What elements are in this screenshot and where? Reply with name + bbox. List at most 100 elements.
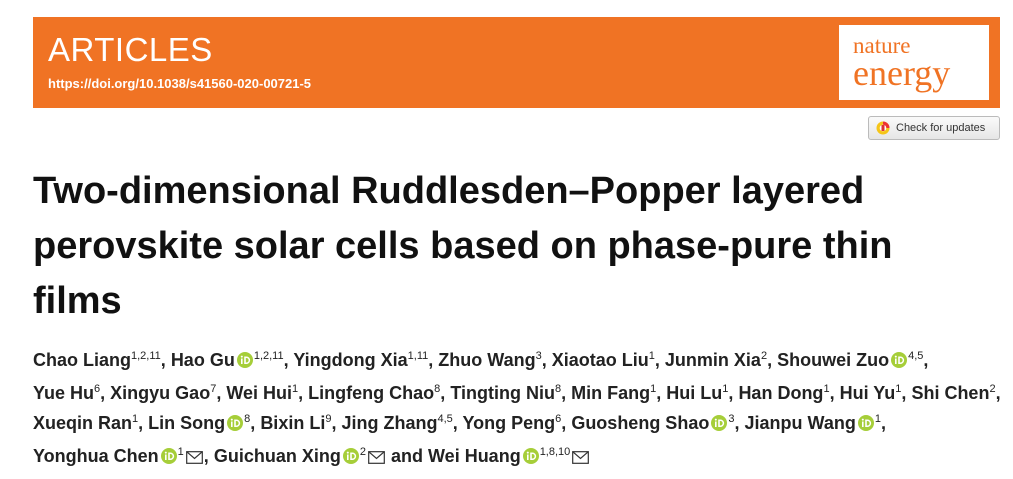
affiliation: 2 (359, 445, 366, 458)
separator: , (250, 413, 256, 433)
check-updates-button[interactable]: Check for updates (868, 116, 1000, 140)
author-name[interactable]: Hao Gu (170, 350, 235, 370)
email-icon[interactable] (368, 448, 385, 468)
affiliation: 1 (292, 382, 299, 395)
separator: , (440, 382, 446, 403)
author-name[interactable]: Han Dong (738, 382, 824, 403)
affiliation: 1 (648, 350, 655, 362)
orcid-icon[interactable] (857, 415, 874, 435)
affiliation: 6 (94, 382, 101, 395)
author-name[interactable]: Lin Song (148, 413, 226, 433)
orcid-icon[interactable] (891, 352, 908, 372)
author-name[interactable]: Zhuo Wang (438, 350, 536, 370)
author: Yong Peng6, (462, 413, 566, 433)
author: Chao Liang1,2,11, (33, 350, 166, 370)
author-name[interactable]: Hui Yu (839, 382, 896, 403)
author: Guosheng Shao 3, (571, 413, 739, 433)
separator: , (138, 413, 144, 433)
author-name[interactable]: Tingting Niu (450, 382, 555, 403)
author: Jing Zhang4,5, (341, 413, 457, 433)
affiliation: 2 (760, 350, 768, 362)
affiliation: 1 (895, 382, 902, 395)
button-label: Check for updates (896, 122, 986, 134)
author-name[interactable]: Yong Peng (462, 413, 556, 433)
separator: , (561, 382, 567, 403)
separator: , (541, 350, 547, 370)
author: Shouwei Zuo 4,5, (777, 350, 928, 370)
separator: , (901, 382, 907, 403)
author-name[interactable]: Xingyu Gao (110, 382, 211, 403)
orcid-icon[interactable] (160, 447, 177, 468)
author: Hao Gu 1,2,11, (171, 350, 289, 370)
author-name[interactable]: Yonghua Chen (33, 445, 159, 466)
orcid-icon[interactable] (522, 447, 539, 468)
separator: , (160, 350, 166, 370)
affiliation: 1 (132, 413, 139, 425)
author: Yue Hu6, (33, 383, 105, 403)
journal-logo: nature energy (839, 25, 989, 100)
author-name[interactable]: Bixin Li (260, 413, 326, 433)
affiliation: 1 (177, 445, 184, 458)
author-name[interactable]: Yue Hu (33, 382, 95, 403)
author-name[interactable]: Junmin Xia (664, 350, 761, 370)
author: Wei Huang 1,8,10 (428, 446, 590, 466)
separator: , (923, 350, 929, 370)
separator: , (880, 413, 886, 433)
author-name[interactable]: Lingfeng Chao (308, 382, 435, 403)
author-name[interactable]: Jing Zhang (341, 413, 438, 433)
author-name[interactable]: Wei Hui (226, 382, 293, 403)
affiliation: 4,5 (437, 413, 453, 425)
affiliation: 1,8,10 (539, 445, 571, 458)
author-name[interactable]: Shi Chen (911, 382, 990, 403)
orcid-icon[interactable] (227, 415, 244, 435)
author: Junmin Xia2, (665, 350, 772, 370)
orcid-icon[interactable] (342, 447, 359, 468)
logo-line: nature (853, 33, 911, 58)
affiliation: 1 (722, 382, 729, 395)
separator: , (829, 382, 835, 403)
email-icon[interactable] (572, 448, 590, 468)
article-title: Two-dimensional Ruddlesden–Popper layere… (33, 170, 893, 322)
separator: , (298, 382, 304, 403)
author: Tingting Niu8, (450, 383, 566, 403)
logo-line: energy (853, 53, 951, 93)
author-name[interactable]: Guosheng Shao (571, 413, 710, 433)
author-name[interactable]: Min Fang (571, 382, 651, 403)
affiliation: 8 (434, 382, 441, 395)
affiliation: 1 (650, 382, 657, 395)
author-name[interactable]: Xueqin Ran (33, 413, 133, 433)
author-name[interactable]: Shouwei Zuo (777, 350, 890, 370)
author: Han Dong1, (738, 383, 834, 403)
author-name[interactable]: Wei Huang (428, 445, 521, 466)
orcid-icon[interactable] (236, 352, 253, 372)
author-name[interactable]: Xiaotao Liu (551, 350, 649, 370)
affiliation: 7 (210, 382, 217, 395)
author-name[interactable]: Hui Lu (666, 382, 723, 403)
separator: , (995, 382, 1001, 403)
author: Shi Chen2, (911, 383, 1000, 403)
author: Yonghua Chen 1, (33, 446, 209, 466)
author-name[interactable]: Guichuan Xing (213, 445, 341, 466)
email-icon[interactable] (185, 448, 203, 468)
separator: , (561, 413, 567, 433)
separator: , (428, 350, 434, 370)
affiliation: 9 (325, 413, 332, 425)
author: Lin Song 8, (148, 413, 255, 433)
author: Lingfeng Chao8, (308, 383, 445, 403)
author: Bixin Li9, (260, 413, 336, 433)
section-label: ARTICLES (48, 31, 213, 68)
affiliation: 6 (555, 413, 562, 425)
affiliation: 1 (823, 382, 830, 395)
author-name[interactable]: Yingdong Xia (293, 350, 408, 370)
doi-link[interactable]: https://doi.org/10.1038/s41560-020-00721… (48, 76, 312, 91)
author-name[interactable]: Chao Liang (33, 350, 131, 370)
affiliation: 8 (244, 413, 251, 425)
affiliation: 8 (554, 382, 562, 395)
author: Min Fang1, (571, 383, 661, 403)
check-icon (876, 121, 890, 135)
author-name[interactable]: Jianpu Wang (744, 413, 856, 433)
author: Wei Hui1, (226, 383, 303, 403)
affiliation: 3 (728, 413, 735, 425)
separator: , (203, 445, 209, 466)
orcid-icon[interactable] (711, 415, 728, 435)
